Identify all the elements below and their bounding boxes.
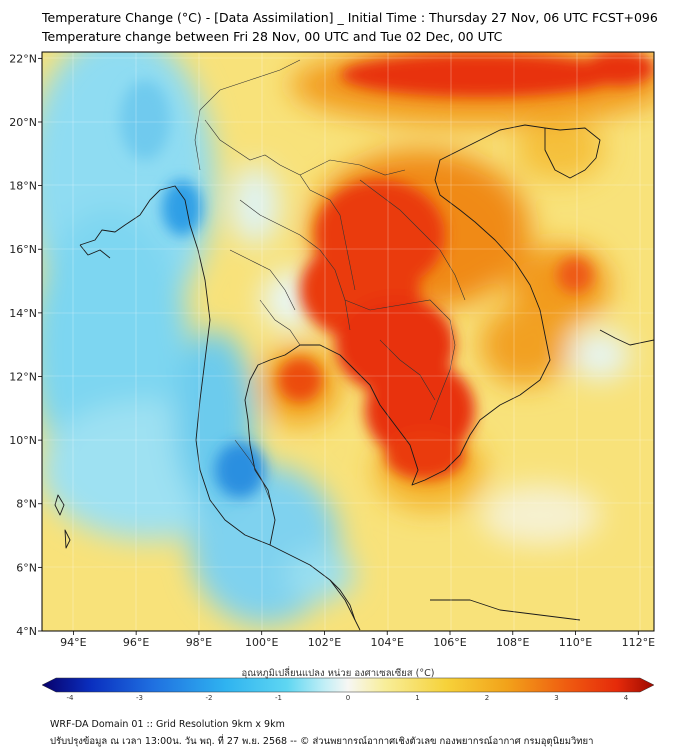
- lat-label: 14°N: [9, 307, 37, 320]
- colorbar-label: อุณหภูมิเปลี่ยนแปลง หน่วย องศาเซลเซียส (…: [241, 668, 435, 679]
- lat-label: 4°N: [16, 625, 37, 638]
- colorbar-tick-label: -2: [206, 694, 213, 702]
- coastlines: [54, 124, 654, 631]
- lon-label: 96°E: [123, 636, 149, 649]
- lat-label: 8°N: [16, 498, 37, 511]
- lat-label: 18°N: [9, 180, 37, 193]
- latitude-labels: 22°N 20°N 18°N 16°N 14°N 12°N 10°N 8°N 6°N 4°N: [9, 52, 42, 638]
- admin-borders: [194, 59, 466, 501]
- longitude-labels: 94°E 96°E 98°E 100°E 102°E 104°E 106°E 108°E 110…: [60, 631, 655, 649]
- lat-label: 6°N: [16, 561, 37, 574]
- lon-label: 102°E: [308, 636, 341, 649]
- map-subtitle: Temperature change between Fri 28 Nov, 0…: [42, 29, 503, 44]
- lat-label: 20°N: [9, 116, 37, 129]
- colorbar: -4 -3 -2 -1 0 1 2 3 4: [41, 677, 655, 702]
- lon-label: 112°E: [622, 636, 655, 649]
- colorbar-tick-label: -1: [275, 694, 282, 702]
- temperature-field: [42, 52, 654, 631]
- lat-label: 12°N: [9, 370, 37, 383]
- colorbar-ticks: -4 -3 -2 -1 0 1 2 3 4: [67, 694, 629, 702]
- lon-label: 98°E: [186, 636, 212, 649]
- map-title: Temperature Change (°C) - [Data Assimila…: [42, 10, 658, 25]
- colorbar-tick-label: 4: [624, 694, 629, 702]
- lon-label: 94°E: [60, 636, 86, 649]
- colorbar-tick-label: 0: [346, 694, 350, 702]
- lat-label: 16°N: [9, 243, 37, 256]
- lat-label: 10°N: [9, 434, 37, 447]
- gridlines: [42, 52, 654, 631]
- lon-label: 100°E: [245, 636, 278, 649]
- lon-label: 108°E: [496, 636, 529, 649]
- footer-domain-info: WRF-DA Domain 01 :: Grid Resolution 9km …: [50, 719, 285, 730]
- map-frame: [41, 51, 655, 632]
- colorbar-tick-label: -3: [136, 694, 143, 702]
- lon-label: 110°E: [559, 636, 592, 649]
- footer-credits: ปรับปรุงข้อมูล ณ เวลา 13:00น. วัน พฤ. ที…: [50, 736, 594, 747]
- lat-label: 22°N: [9, 52, 37, 65]
- colorbar-tick-label: 2: [485, 694, 489, 702]
- lon-label: 106°E: [433, 636, 466, 649]
- lon-label: 104°E: [371, 636, 404, 649]
- colorbar-tick-label: 1: [415, 694, 419, 702]
- colorbar-tick-label: -4: [67, 694, 75, 702]
- colorbar-tick-label: 3: [554, 694, 558, 702]
